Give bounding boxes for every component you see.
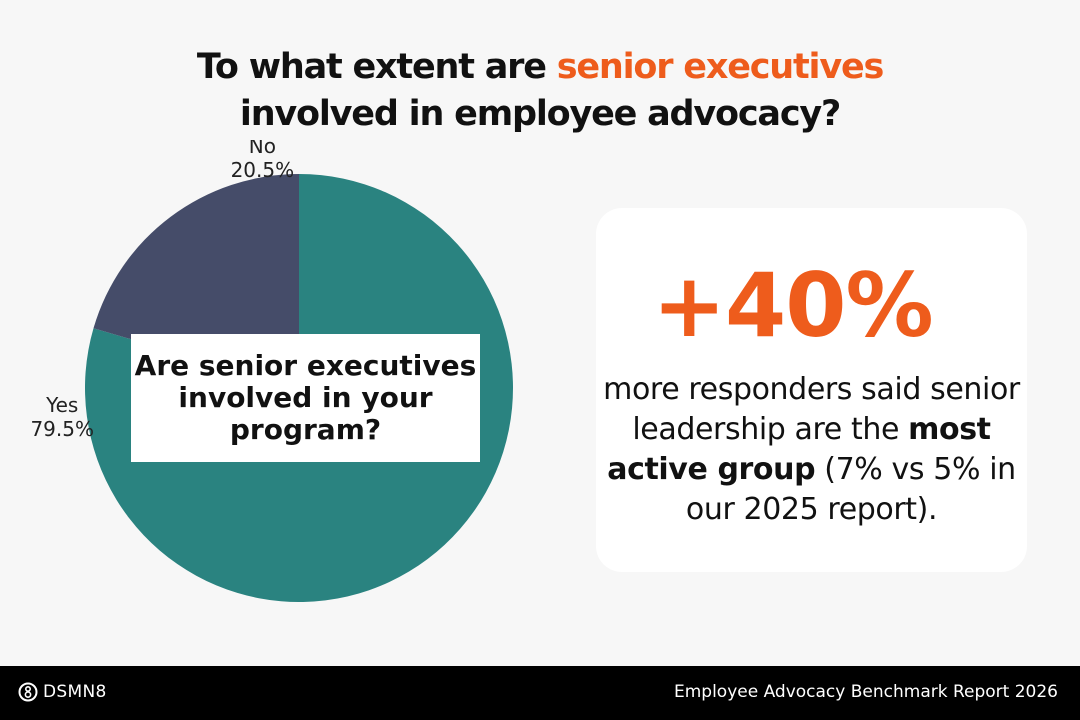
- stat-text-bold: most active group: [607, 412, 991, 487]
- question-box: Are senior executives involved in your p…: [131, 334, 480, 462]
- title-highlight: senior executives: [556, 47, 885, 87]
- logo-icon: [18, 682, 38, 702]
- stat-description: more responders said senior leadership a…: [596, 370, 1027, 530]
- stat-number: +40%: [652, 254, 933, 357]
- footer-bar: DSMN8 Employee Advocacy Benchmark Report…: [0, 666, 1080, 720]
- stat-card: +40% more responders said senior leaders…: [596, 208, 1027, 572]
- slice-label-yes: Yes: [45, 393, 78, 417]
- report-name: Employee Advocacy Benchmark Report 2026: [673, 682, 1058, 702]
- stat-text-after: (7% vs 5% in our 2025 report).: [685, 452, 1016, 527]
- logo-text: DSMN8: [43, 682, 107, 702]
- slice-value-yes: 79.5%: [30, 417, 94, 441]
- slice-value-no: 20.5%: [231, 158, 295, 182]
- title-before: To what extent are: [196, 47, 557, 87]
- brand-logo: DSMN8: [18, 682, 107, 702]
- title-after: involved in employee advocacy?: [239, 94, 841, 134]
- page-title: To what extent are senior executives inv…: [0, 44, 1080, 138]
- slice-label-no: No: [249, 140, 276, 158]
- stat-text-before: more responders said senior leadership a…: [603, 372, 1020, 447]
- question-text: Are senior executives involved in your p…: [134, 349, 477, 446]
